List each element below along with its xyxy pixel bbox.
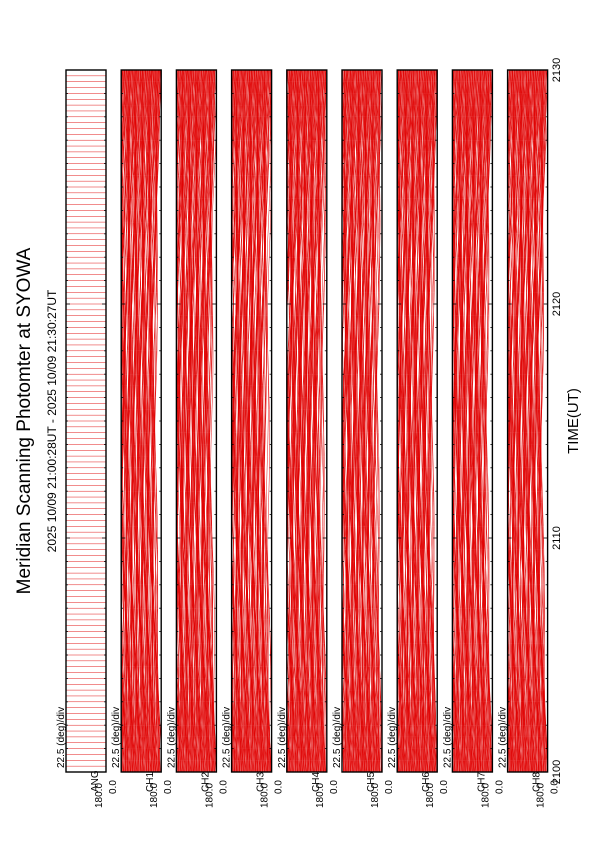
y-bottom-label: 0.0 [163, 780, 174, 794]
channel-label: CH6 [421, 772, 432, 792]
y-bottom-label: 0.0 [384, 780, 395, 794]
scale-label: 22.5 (deg)/div [442, 707, 453, 768]
channel-label: CH7 [476, 772, 487, 792]
x-tick-label: 2100 [551, 760, 563, 784]
trace-group [232, 70, 272, 772]
y-bottom-label: 0.0 [218, 780, 229, 794]
scale-label: 22.5 (deg)/div [387, 707, 398, 768]
trace-group [342, 70, 382, 772]
trace-group [176, 70, 216, 772]
y-bottom-label: 0.0 [494, 780, 505, 794]
channel-label: CH8 [532, 772, 543, 792]
trace-group [508, 70, 548, 772]
channel-label: CH1 [145, 772, 156, 792]
scale-label: 22.5 (deg)/div [498, 707, 509, 768]
y-bottom-label: 0.0 [329, 780, 340, 794]
scale-label: 22.5 (deg)/div [222, 707, 233, 768]
scale-label: 22.5 (deg)/div [277, 707, 288, 768]
trace-group [66, 76, 106, 772]
chart-subtitle: 2025 10/09 21:00:28UT - 2025 10/09 21:30… [45, 289, 59, 552]
chart-title: Meridian Scanning Photomter at SYOWA [14, 247, 35, 594]
scale-label: 22.5 (deg)/div [166, 707, 177, 768]
x-tick-labels: 2100 2110 2120 2130 [551, 58, 563, 784]
x-tick-label: 2120 [551, 292, 563, 316]
channel-label: ANG [90, 770, 101, 792]
y-bottom-label: 0.0 [108, 780, 119, 794]
scale-label: 22.5 (deg)/div [332, 707, 343, 768]
channel-label: CH5 [366, 772, 377, 792]
trace-group [287, 70, 327, 772]
trace-group [397, 70, 437, 772]
trace-group [121, 70, 161, 772]
scale-label: 22.5 (deg)/div [111, 707, 122, 768]
x-axis-label: TIME(UT) [565, 388, 582, 454]
trace-group [452, 70, 492, 772]
x-tick-label: 2110 [551, 526, 563, 550]
y-bottom-label: 0.0 [274, 780, 285, 794]
channel-label: CH4 [311, 772, 322, 792]
channel-label: CH2 [200, 772, 211, 792]
channel-label: CH3 [256, 772, 267, 792]
x-tick-label: 2130 [551, 58, 563, 82]
scale-label: 22.5 (deg)/div [56, 707, 67, 768]
y-bottom-label: 0.0 [439, 780, 450, 794]
